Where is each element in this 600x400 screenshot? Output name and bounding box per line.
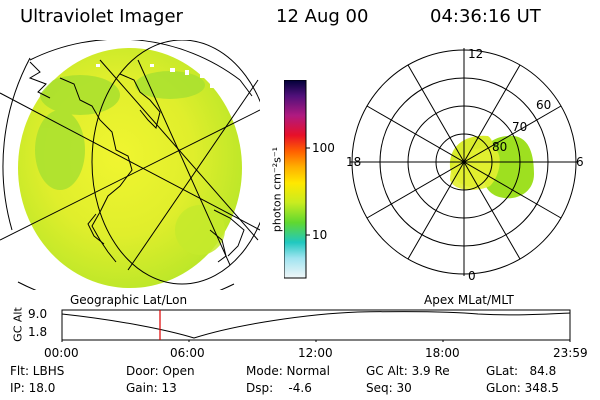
polar-ring-80: 80 [492, 140, 507, 154]
time-label: 04:36:16 UT [430, 6, 541, 27]
mode-info: Mode: Normal [246, 364, 330, 378]
seq-info: Seq: 30 [366, 381, 412, 395]
polar-label-0: 0 [468, 269, 476, 283]
glat-info: GLat: 84.8 [486, 364, 557, 378]
polar-ring-60: 60 [536, 98, 551, 112]
xtick-3: 18:00 [425, 346, 460, 360]
colorbar-tick-100: 100 [312, 141, 335, 155]
polar-plot: 12 18 6 0 60 70 80 [346, 48, 584, 283]
colorbar-unit-label: photon cm⁻²s⁻¹ [270, 146, 284, 233]
geographic-image [0, 40, 260, 290]
xtick-0: 00:00 [44, 346, 79, 360]
altitude-ytick-bottom: 1.8 [28, 325, 48, 339]
altitude-ylabel: GC Alt [11, 307, 25, 342]
polar-label-6: 6 [576, 155, 584, 169]
glon-info: GLon: 348.5 [486, 381, 559, 395]
colorbar-tick-10: 10 [312, 228, 328, 242]
gc-alt-info: GC Alt: 3.9 Re [366, 364, 450, 378]
gain-info: Gain: 13 [126, 381, 177, 395]
filter-info: Flt: LBHS [10, 364, 65, 378]
ip-info: IP: 18.0 [10, 381, 56, 395]
date-label: 12 Aug 00 [276, 6, 369, 27]
dsp-info: Dsp: -4.6 [246, 381, 312, 395]
door-info: Door: Open [126, 364, 195, 378]
geographic-label: Geographic Lat/Lon [70, 293, 188, 307]
altitude-ytick-top: 9.0 [28, 307, 48, 321]
apex-label: Apex MLat/MLT [424, 293, 514, 307]
polar-label-18: 18 [346, 155, 361, 169]
polar-ring-70: 70 [512, 120, 527, 134]
xtick-1: 06:00 [170, 346, 205, 360]
instrument-title: Ultraviolet Imager [20, 6, 183, 27]
xtick-2: 12:00 [298, 346, 333, 360]
xtick-4: 23:59 [553, 346, 588, 360]
polar-label-12: 12 [468, 48, 483, 61]
altitude-plot [61, 309, 571, 342]
colorbar [284, 80, 310, 279]
